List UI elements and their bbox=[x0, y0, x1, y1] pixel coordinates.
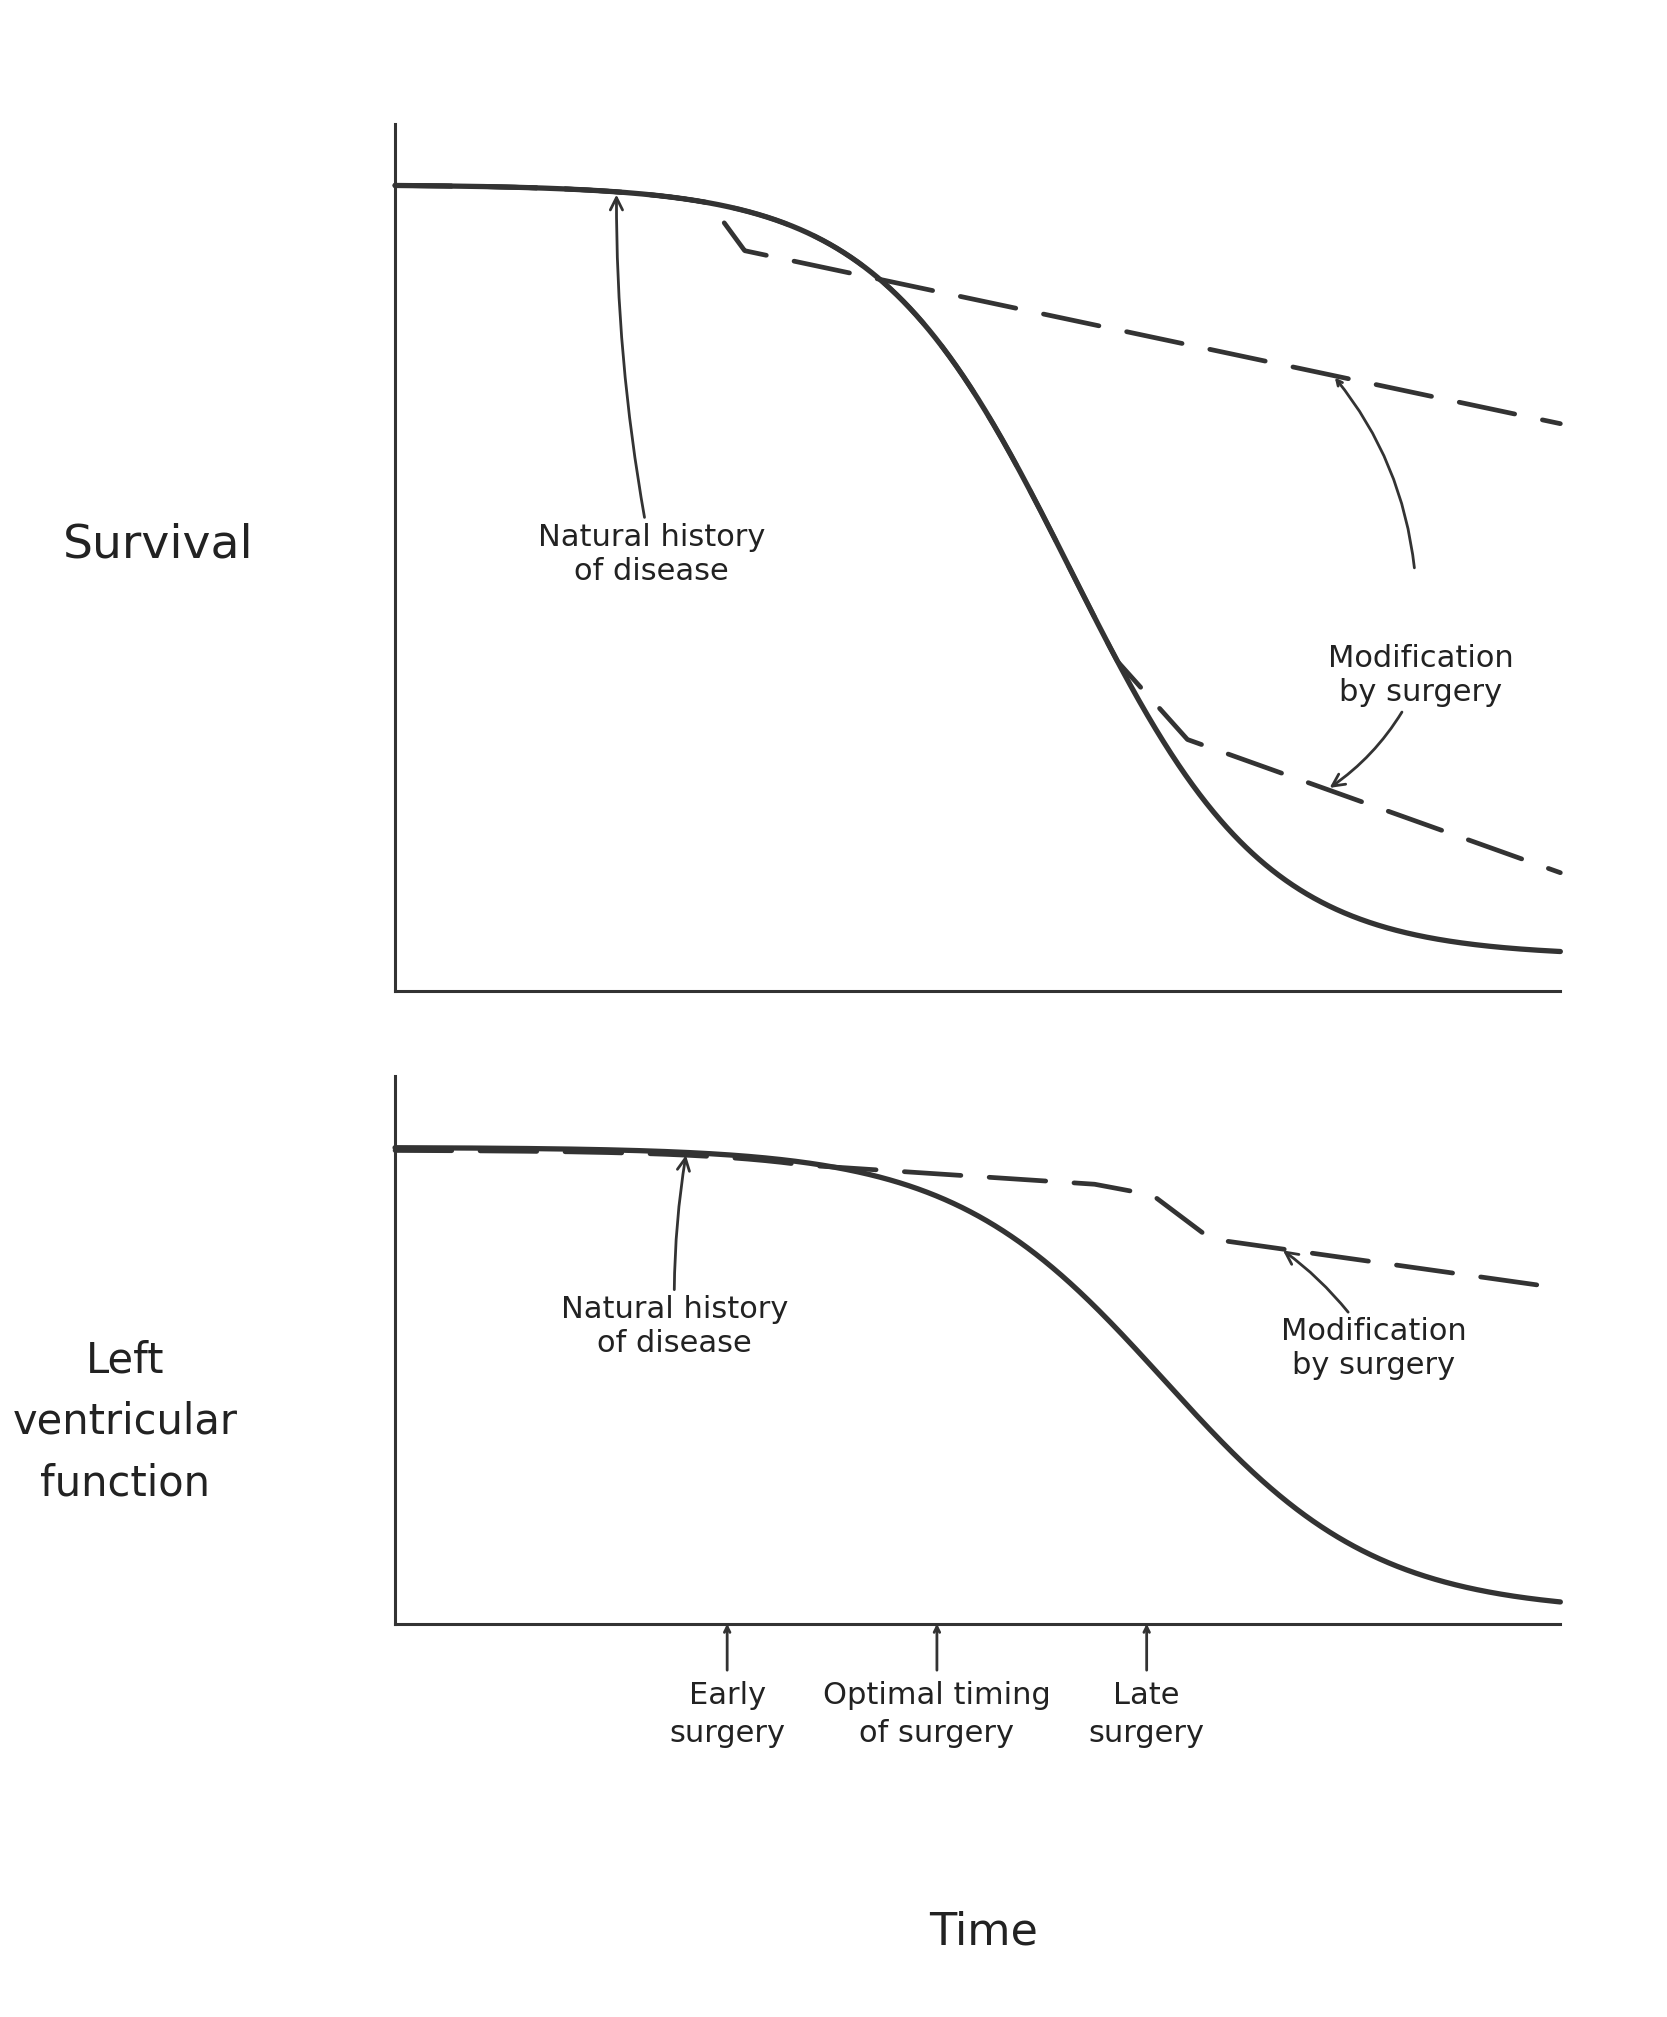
Text: Natural history
of disease: Natural history of disease bbox=[562, 1158, 788, 1357]
Text: Early
surgery: Early surgery bbox=[668, 1682, 785, 1749]
Text: Modification
by surgery: Modification by surgery bbox=[1327, 643, 1514, 787]
Text: Survival: Survival bbox=[63, 522, 253, 567]
Text: Natural history
of disease: Natural history of disease bbox=[538, 198, 765, 585]
Text: Modification
by surgery: Modification by surgery bbox=[1280, 1253, 1467, 1380]
Text: Late
surgery: Late surgery bbox=[1089, 1682, 1205, 1749]
Text: Time: Time bbox=[929, 1910, 1039, 1954]
Text: Left
ventricular
function: Left ventricular function bbox=[13, 1339, 237, 1505]
Text: Optimal timing
of surgery: Optimal timing of surgery bbox=[823, 1682, 1050, 1749]
